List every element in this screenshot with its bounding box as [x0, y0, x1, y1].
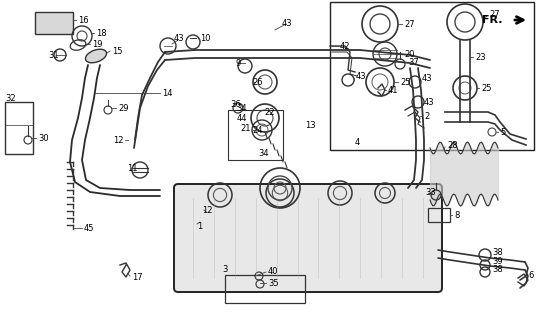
Text: 20: 20 [404, 50, 414, 59]
Text: 26: 26 [252, 77, 263, 86]
Text: 30: 30 [38, 133, 49, 142]
Text: 24: 24 [252, 125, 263, 134]
Bar [428, 208, 450, 222]
Text: 22: 22 [264, 108, 274, 116]
Text: 33: 33 [425, 188, 436, 196]
Text: 5: 5 [500, 127, 505, 137]
Text: 1: 1 [197, 221, 202, 230]
Text: 34: 34 [258, 148, 269, 157]
Text: 19: 19 [92, 39, 102, 49]
Text: 16: 16 [78, 15, 88, 25]
Text: 15: 15 [112, 46, 123, 55]
Text: 3: 3 [222, 266, 227, 275]
Ellipse shape [85, 49, 107, 63]
Text: 43: 43 [422, 74, 433, 83]
Text: 28: 28 [447, 140, 458, 149]
Text: 11: 11 [127, 164, 138, 172]
Text: 10: 10 [200, 34, 211, 43]
Text: 43: 43 [424, 98, 435, 107]
Text: 17: 17 [132, 274, 143, 283]
Bar [5, 102, 33, 154]
Text: 36: 36 [230, 100, 241, 108]
Text: 44: 44 [237, 114, 248, 123]
Text: 43: 43 [174, 34, 184, 43]
Text: 43: 43 [356, 71, 367, 81]
FancyBboxPatch shape [174, 184, 442, 292]
Text: 39: 39 [492, 257, 503, 266]
Text: 27: 27 [489, 10, 500, 19]
Text: 45: 45 [84, 223, 94, 233]
Text: 12: 12 [202, 205, 212, 214]
Text: 2: 2 [424, 111, 429, 121]
Text: 34: 34 [236, 103, 247, 113]
Text: 8: 8 [454, 211, 459, 220]
Bar [330, 2, 534, 150]
Text: 43: 43 [282, 19, 293, 28]
Text: 9: 9 [236, 59, 241, 68]
Text: 37: 37 [408, 58, 419, 67]
Text: 25: 25 [481, 84, 492, 92]
Text: 14: 14 [162, 89, 173, 98]
Text: 38: 38 [492, 247, 503, 257]
Bar [228, 110, 283, 160]
Text: 38: 38 [492, 266, 503, 275]
Text: 42: 42 [340, 42, 351, 51]
Text: 21: 21 [240, 124, 250, 132]
Text: 18: 18 [96, 28, 107, 37]
Text: 40: 40 [268, 268, 279, 276]
Bar [225, 275, 305, 303]
Text: FR.: FR. [482, 15, 503, 25]
Text: 4: 4 [355, 138, 360, 147]
Text: 13: 13 [305, 121, 316, 130]
Text: 41: 41 [388, 85, 398, 94]
Text: 25: 25 [400, 77, 411, 86]
Text: 6: 6 [528, 270, 533, 279]
Text: 35: 35 [268, 278, 279, 287]
Text: 29: 29 [118, 103, 129, 113]
Bar [35, 12, 73, 34]
Text: 32: 32 [5, 93, 16, 102]
Text: 23: 23 [475, 52, 486, 61]
Text: 31: 31 [48, 51, 58, 60]
Text: 12: 12 [113, 135, 123, 145]
Text: 27: 27 [404, 20, 415, 28]
